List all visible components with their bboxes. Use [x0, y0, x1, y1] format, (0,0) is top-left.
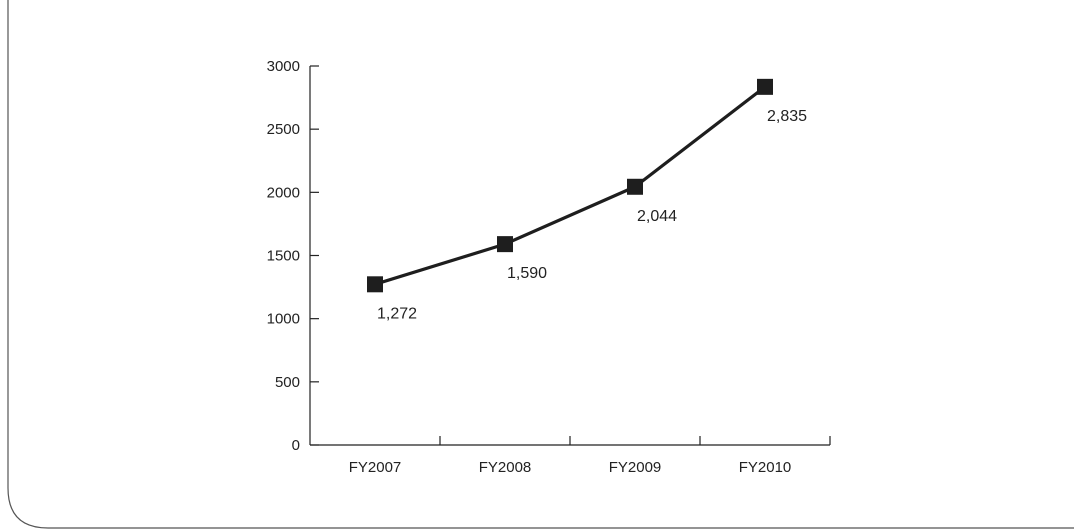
data-point-marker — [497, 236, 513, 253]
data-label: 1,590 — [507, 265, 547, 282]
chart-frame — [7, 0, 1074, 529]
data-label: 2,044 — [637, 208, 677, 225]
data-label: 2,835 — [767, 108, 807, 125]
series-group: 1,272 1,590 2,044 2,835 — [367, 78, 807, 322]
x-axis-ticks: FY2007 FY2008 FY2009 FY2010 — [349, 436, 831, 476]
data-point-marker — [757, 78, 773, 95]
x-tick-label: FY2009 — [609, 459, 662, 476]
y-tick-label: 500 — [275, 374, 300, 391]
x-tick-label: FY2008 — [479, 459, 532, 476]
y-tick-label: 1000 — [267, 311, 300, 328]
data-point-marker — [627, 178, 643, 195]
y-tick-label: 2000 — [267, 184, 300, 201]
y-tick-label: 3000 — [267, 58, 300, 75]
series-line — [374, 85, 766, 286]
y-tick-label: 1500 — [267, 248, 300, 265]
y-tick-label: 0 — [292, 437, 300, 454]
x-tick-label: FY2007 — [349, 459, 402, 476]
data-point-marker — [367, 276, 383, 293]
data-label: 1,272 — [377, 305, 417, 322]
y-axis-ticks: 0 500 1000 1500 2000 2500 3000 — [267, 58, 319, 454]
y-tick-label: 2500 — [267, 121, 300, 138]
x-tick-label: FY2010 — [739, 459, 792, 476]
